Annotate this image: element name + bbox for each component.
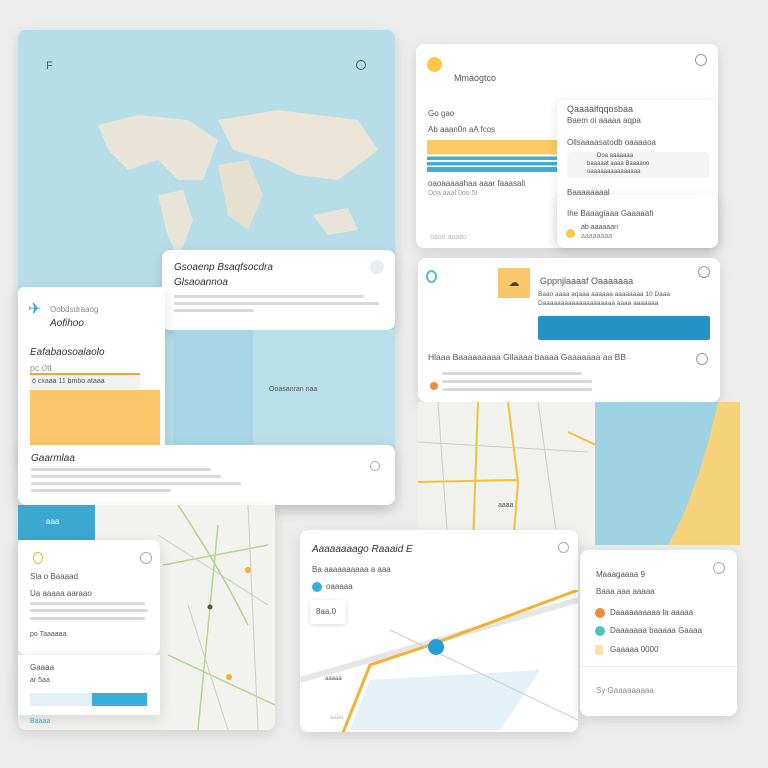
refresh-icon[interactable] <box>370 461 380 471</box>
row-title: Hlaaa Baaaaaaaaa Gllaaaa baaaa Gaaaaaaa … <box>428 352 627 362</box>
field: ar 5aa <box>30 677 50 684</box>
legend-footer: Sy Gaaaaaaaaa <box>596 686 654 695</box>
point-label: oaaaaa <box>326 582 353 591</box>
legend-card: Maaagaaaa 9 Baaa aaa aaaaa Daaaaaaaaaa l… <box>580 550 737 716</box>
section: Gaaaa <box>30 663 55 672</box>
inner-title: Qaaaalfqqosbaa <box>567 104 634 114</box>
map-tab[interactable]: aaa <box>18 505 95 540</box>
corner-label: F <box>46 60 53 72</box>
point-dot <box>312 582 322 592</box>
side-section: Eafabaosoalaolo <box>30 347 105 358</box>
sub-line: aaaaaaaa <box>581 233 613 240</box>
popup-title: Gsoaenp Bsaqfsocdra <box>174 262 273 273</box>
line: Daaaaaaaaaaaaaaaaaaaa aaaa aaaaaaa <box>538 300 659 307</box>
route-card: Aaaaaaaago Raaaid E Ba aaaaaaaaaa a aaa … <box>300 530 578 732</box>
inner-section: Baaaaaaaal <box>567 188 610 197</box>
clock-icon <box>33 552 43 564</box>
left-info-card: Sla o Baaaad Ua aaaaa aaraao po Taaaaaa <box>18 540 160 655</box>
legend-item: Gaaaaa 0000 <box>610 645 659 654</box>
route-subtitle: Ba aaaaaaaaaa a aaa <box>312 565 391 574</box>
footer: aaaa <box>330 715 344 721</box>
footer: Baaaa <box>30 718 51 725</box>
popup-subtitle: Glsaoannoa <box>174 277 228 288</box>
highlight-block <box>30 390 160 445</box>
title: Gppnjlaaaaf Oaaaaaaa <box>540 276 634 286</box>
map-label: Ooasanran naa <box>269 386 318 393</box>
toggle-icon[interactable] <box>695 54 707 66</box>
side-panel: ✈ Oobdsdraaog Aofihoo Eafabaosoalaolo pc… <box>18 287 165 457</box>
footer: oaoo aaaao <box>430 234 467 241</box>
card-title: Mmaogtco <box>454 73 497 83</box>
orange-dot <box>430 382 438 390</box>
distance-chip: 8aa.0 <box>310 600 346 624</box>
legend-dot-teal <box>595 626 605 636</box>
title: Sla o Baaaad <box>30 572 79 581</box>
inner-label: Ollsaaaasatodb oaaaaoa <box>567 138 656 147</box>
road-map[interactable]: aaaa <box>418 402 740 545</box>
legend-swatch-yellow <box>595 645 603 655</box>
close-icon[interactable] <box>370 260 384 274</box>
primary-button[interactable] <box>538 316 710 340</box>
sub-line: ab aaaaaan <box>581 224 618 231</box>
toggle-icon[interactable] <box>696 353 708 365</box>
region-map[interactable]: Ooasanran naa <box>173 330 395 445</box>
sun-icon <box>427 57 442 72</box>
map-label: aaaa <box>498 502 514 509</box>
popup-card: Gsoaenp Bsaqfsocdra Glsaoannoa <box>162 250 395 330</box>
mid-right-card: ☁ Gppnjlaaaaf Oaaaaaaa Baao aaaa aqaaa a… <box>418 258 720 402</box>
info-box[interactable]: Doa aaaaaaa baaaaat aaaa Baaaaoo oaaaaaa… <box>567 152 709 178</box>
left-progress-card: Gaaaa ar 5aa <box>18 655 160 715</box>
label: Go gao <box>428 109 455 118</box>
footer-card: Gaarmlaa <box>18 445 395 505</box>
world-map[interactable] <box>18 30 395 290</box>
sub-card[interactable]: Ihe Baaagiaaa Gaaaaafi ab aaaaaan aaaaaa… <box>557 195 718 248</box>
status-dot <box>566 229 575 238</box>
route-map[interactable] <box>300 590 578 732</box>
toggle-icon[interactable] <box>558 542 569 553</box>
legend-item: Daaaaaaaaaa la aaaaa <box>610 608 694 617</box>
map-label: aaaaa <box>325 676 342 682</box>
route-title: Aaaaaaaago Raaaid E <box>312 544 413 555</box>
item: Ua aaaaa aaraao <box>30 589 92 598</box>
legend-subtitle: Baaa aaa aaaaa <box>596 587 655 596</box>
toggle-icon[interactable] <box>698 266 710 278</box>
help-icon[interactable] <box>356 60 366 70</box>
inner-subtitle: Baem oi aaaaa aqpa <box>567 116 641 125</box>
sub-title: Ihe Baaagiaaa Gaaaaafi <box>567 209 654 218</box>
toggle-icon[interactable] <box>713 562 725 574</box>
legend-item: Daaaaaaa baaaaa Gaaaa <box>610 626 703 635</box>
legend-title: Maaagaaaa 9 <box>596 570 645 579</box>
plane-icon: ✈ <box>28 301 42 318</box>
side-value: Aofihoo <box>50 318 84 329</box>
location-icon <box>426 270 437 283</box>
image-thumbnail: ☁ <box>498 268 530 298</box>
side-row[interactable]: ö cxaaa 11 bmbo ataaa <box>30 373 140 389</box>
side-field: pc 0tt <box>30 363 53 373</box>
progress-bar <box>30 693 147 706</box>
caption: oaoaaaaahaa aaar faaasali <box>428 179 525 188</box>
link[interactable]: po Taaaaaa <box>30 631 67 638</box>
meta: Doa aaal 0oo 5t <box>428 190 478 197</box>
footer-title: Gaarmlaa <box>31 453 75 464</box>
label: Ab aaan0n aA fcos <box>428 125 496 134</box>
side-label: Oobdsdraaog <box>50 305 99 314</box>
stripe-chart <box>427 140 557 172</box>
toggle-icon[interactable] <box>140 552 152 564</box>
line: Baao aaaa aqaaa aaaaaa aaaaaaaa 10 Daaa <box>538 291 670 298</box>
legend-dot-orange <box>595 608 605 618</box>
